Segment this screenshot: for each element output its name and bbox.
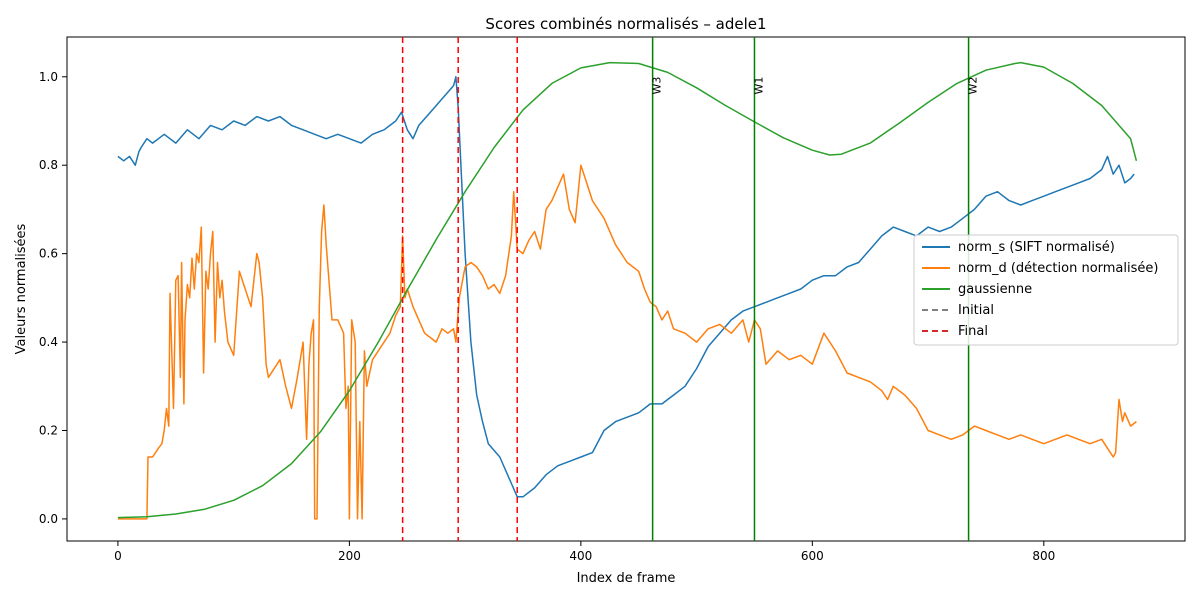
- chart-title: Scores combinés normalisés – adele1: [485, 15, 766, 33]
- y-tick-label: 1.0: [39, 70, 58, 84]
- legend-label-final: Final: [958, 324, 988, 339]
- y-tick-label: 0.2: [39, 423, 58, 437]
- legend-label-gaussienne: gaussienne: [958, 282, 1032, 297]
- legend: norm_s (SIFT normalisé) norm_d (détectio…: [914, 235, 1178, 345]
- legend-label-norm-d: norm_d (détection normalisée): [958, 261, 1158, 276]
- x-tick-label: 0: [114, 549, 122, 563]
- window-marker-label: W3: [651, 77, 664, 95]
- y-axis-ticks: 0.0 0.2 0.4 0.6 0.8 1.0: [39, 70, 67, 526]
- x-tick-label: 800: [1032, 549, 1055, 563]
- legend-label-initial: Initial: [958, 303, 994, 318]
- y-tick-label: 0.6: [39, 247, 58, 261]
- x-tick-label: 600: [801, 549, 824, 563]
- legend-label-norm-s: norm_s (SIFT normalisé): [958, 240, 1115, 255]
- y-axis-label: Valeurs normalisées: [14, 223, 29, 354]
- x-axis-label: Index de frame: [577, 571, 676, 586]
- window-marker-label: W1: [752, 77, 765, 95]
- y-tick-label: 0.8: [39, 158, 58, 172]
- x-tick-label: 200: [338, 549, 361, 563]
- y-tick-label: 0.4: [39, 335, 58, 349]
- window-marker-label: W2: [967, 77, 980, 95]
- y-tick-label: 0.0: [39, 512, 58, 526]
- x-tick-label: 400: [569, 549, 592, 563]
- x-axis-ticks: 0 200 400 600 800: [114, 541, 1055, 563]
